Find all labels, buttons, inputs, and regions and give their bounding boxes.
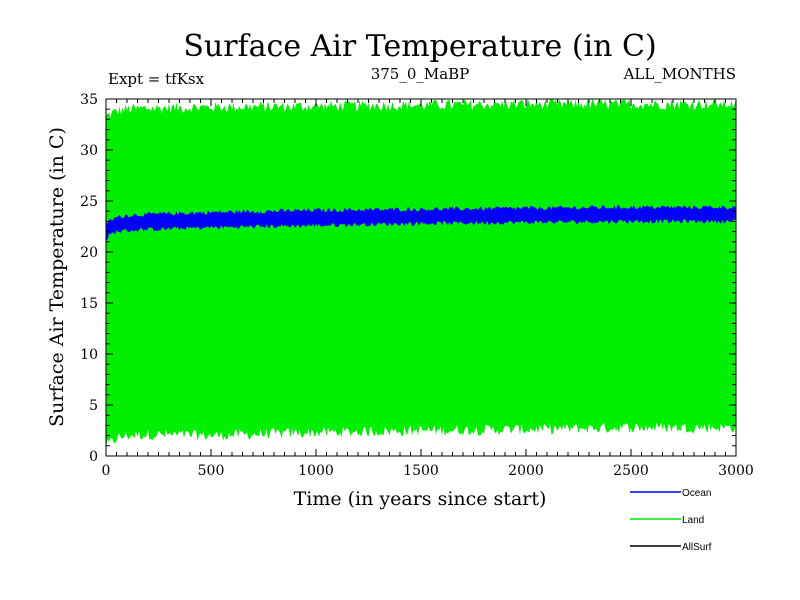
legend-label-ocean: Ocean bbox=[682, 488, 711, 499]
x-tick-label: 2000 bbox=[508, 463, 544, 479]
plot-area: 0 500 1000 1500 2000 2500 3000 0 5 10 15 20 25 30 35 bbox=[80, 92, 754, 479]
y-tick-label: 0 bbox=[89, 449, 98, 465]
y-tick-label: 5 bbox=[89, 398, 98, 414]
data-bands bbox=[106, 99, 736, 448]
y-tick-label: 30 bbox=[80, 143, 98, 159]
y-tick-label: 15 bbox=[80, 296, 98, 312]
y-tick-label: 25 bbox=[80, 194, 98, 210]
expt-label: Expt = tfKsx bbox=[108, 70, 205, 88]
series-band-land bbox=[106, 99, 736, 448]
x-tick-label: 0 bbox=[102, 463, 111, 479]
x-tick-label: 1500 bbox=[403, 463, 439, 479]
y-tick-label: 35 bbox=[80, 92, 98, 108]
legend-label-allsurf: AllSurf bbox=[682, 542, 712, 553]
x-tick-label: 2500 bbox=[613, 463, 649, 479]
legend-label-land: Land bbox=[682, 515, 704, 526]
legend: Ocean Land AllSurf bbox=[630, 488, 712, 553]
axis-ticks: 0 500 1000 1500 2000 2500 3000 0 5 10 15 20 25 30 35 bbox=[80, 92, 754, 479]
y-tick-label: 20 bbox=[80, 245, 98, 261]
x-tick-label: 500 bbox=[198, 463, 225, 479]
expt-period-label: 375_0_MaBP bbox=[371, 65, 470, 83]
x-axis-label: Time (in years since start) bbox=[294, 488, 547, 510]
x-tick-label: 1000 bbox=[298, 463, 334, 479]
x-tick-label: 3000 bbox=[718, 463, 754, 479]
months-label: ALL_MONTHS bbox=[623, 65, 736, 83]
series-band-ocean bbox=[106, 205, 736, 241]
y-axis-label: Surface Air Temperature (in C) bbox=[46, 127, 68, 427]
y-tick-label: 10 bbox=[80, 347, 98, 363]
chart-title: Surface Air Temperature (in C) bbox=[183, 29, 656, 64]
